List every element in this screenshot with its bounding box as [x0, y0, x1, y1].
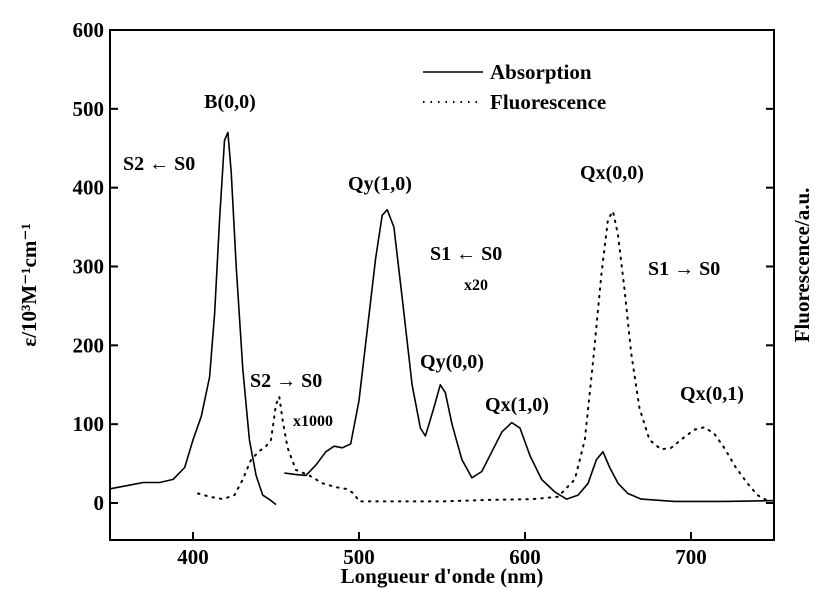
annotation-s2-s0-fluorescence: S2 → S0 [250, 370, 322, 392]
annotations: B(0,0) S2 ← S0 Qy(1,0) S1 ← S0 x20 Qx(0,… [123, 91, 744, 430]
annotation-x1000: x1000 [293, 413, 333, 430]
annotation-s2-s0-absorption: S2 ← S0 [123, 153, 195, 175]
x-tick-label: 600 [509, 545, 541, 569]
x-tick-label: 500 [343, 545, 375, 569]
series-line-absorption-0 [109, 131, 277, 506]
y-axis-label-right: Fluorescence/a.u. [790, 188, 814, 343]
axis-ticks: 400 500 600 700 0 100 200 300 400 500 600 [73, 18, 774, 569]
annotation-s1-s0-fluorescence: S1 → S0 [648, 258, 720, 280]
y-tick-label: 0 [94, 491, 105, 515]
annotation-qx10: Qx(1,0) [485, 394, 549, 416]
x-tick-label: 400 [177, 545, 209, 569]
x-axis-label: Longueur d'onde (nm) [341, 564, 544, 588]
annotation-x20: x20 [464, 277, 488, 294]
legend-label-fluorescence: Fluorescence [490, 90, 606, 114]
annotation-s1-s0-absorption: S1 ← S0 [430, 243, 502, 265]
legend: Absorption Fluorescence [423, 60, 606, 114]
y-tick-label: 400 [73, 176, 105, 200]
annotation-qx00: Qx(0,0) [580, 162, 644, 184]
series-lines [109, 131, 775, 506]
y-tick-label: 100 [73, 412, 105, 436]
series-line-absorption-1 [284, 208, 775, 503]
annotation-qx01: Qx(0,1) [680, 383, 744, 405]
annotation-b00: B(0,0) [204, 91, 256, 113]
series-line-fluorescence-2 [197, 210, 769, 503]
x-tick-label: 700 [675, 545, 707, 569]
legend-label-absorption: Absorption [490, 60, 592, 84]
annotation-qy00: Qy(0,0) [420, 351, 484, 373]
y-tick-label: 300 [73, 255, 105, 279]
y-tick-label: 500 [73, 97, 105, 121]
y-tick-label: 200 [73, 333, 105, 357]
annotation-qy10: Qy(1,0) [348, 173, 412, 195]
y-axis-label-left: ε/10³M⁻¹cm⁻¹ [17, 223, 41, 347]
y-tick-label: 600 [73, 18, 105, 42]
plot-frame [109, 29, 775, 541]
